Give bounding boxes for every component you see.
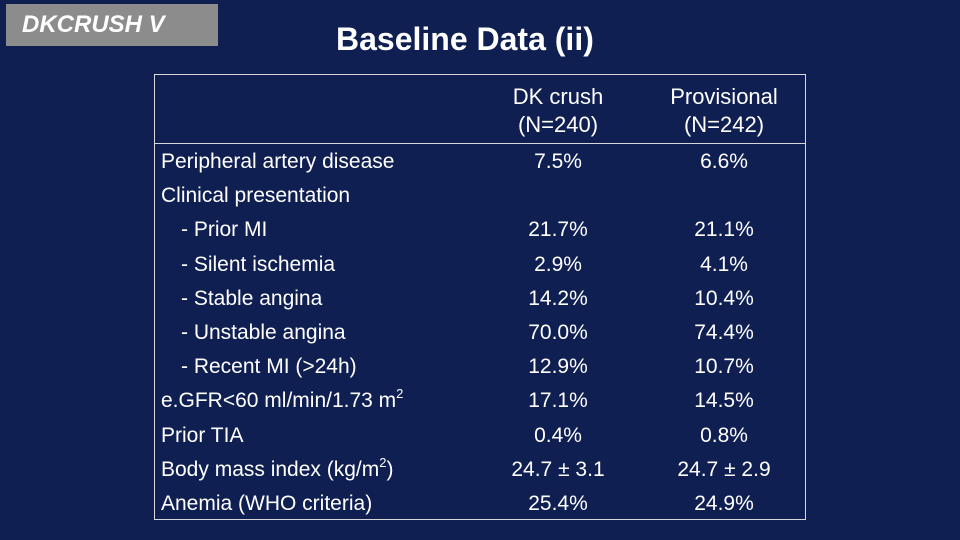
row-label: - Unstable angina	[181, 320, 346, 344]
row-label: Anemia (WHO criteria)	[161, 491, 373, 515]
dk-crush-value: 7.5%	[534, 150, 582, 173]
table-row: Anemia (WHO criteria) 25.4% 24.9%	[161, 487, 801, 521]
row-label: Body mass index (kg/m	[161, 457, 380, 481]
slide-title: Baseline Data (ii)	[336, 21, 594, 57]
row-label: - Stable angina	[181, 286, 323, 310]
column-header-dk-crush: DK crush (N=240)	[481, 83, 635, 139]
provisional-value: 14.5%	[694, 389, 754, 413]
table-row: Clinical presentation	[161, 179, 801, 213]
table-row: Peripheral artery disease 7.5% 6.6%	[161, 145, 801, 179]
dk-crush-value: 25.4%	[528, 491, 588, 515]
row-label: Prior TIA	[161, 423, 244, 447]
row-label: Clinical presentation	[161, 184, 351, 208]
header-divider	[155, 143, 805, 144]
table-row: - Unstable angina 70.0% 74.4%	[161, 316, 801, 350]
provisional-value: 10.7%	[694, 355, 754, 379]
column-header-count: (N=242)	[683, 112, 765, 137]
dk-crush-value: 14.2%	[528, 286, 588, 310]
baseline-table: DK crush (N=240) Provisional (N=242) Per…	[154, 74, 806, 520]
provisional-value: 10.4%	[694, 286, 754, 310]
superscript: 2	[379, 454, 387, 470]
dk-crush-value: 0.4%	[534, 423, 582, 447]
dk-crush-value: 12.9%	[528, 355, 588, 379]
dk-crush-value: 2.9%	[534, 252, 582, 276]
row-label: Peripheral artery disease	[161, 150, 395, 173]
provisional-value: 21.1%	[694, 218, 754, 242]
row-label-suffix: )	[386, 457, 394, 481]
table-row: Prior TIA 0.4% 0.8%	[161, 419, 801, 453]
dk-crush-value: 24.7 ± 3.1	[511, 457, 605, 481]
provisional-value: 24.7 ± 2.9	[677, 457, 771, 481]
provisional-value: 4.1%	[700, 252, 748, 276]
column-header-count: (N=240)	[517, 112, 599, 137]
table-row: - Recent MI (>24h) 12.9% 10.7%	[161, 350, 801, 384]
dk-crush-value: 21.7%	[528, 218, 588, 242]
table-row: e.GFR<60 ml/min/1.73 m2 17.1% 14.5%	[161, 384, 801, 418]
table-row: - Prior MI 21.7% 21.1%	[161, 213, 801, 247]
table-body: Peripheral artery disease 7.5% 6.6% Clin…	[161, 145, 801, 521]
study-tag: DKCRUSH V	[6, 4, 218, 46]
row-label: e.GFR<60 ml/min/1.73 m	[161, 389, 397, 413]
table-row: - Silent ischemia 2.9% 4.1%	[161, 248, 801, 282]
row-label-group: e.GFR<60 ml/min/1.73 m2	[161, 384, 403, 418]
column-header-provisional: Provisional (N=242)	[645, 83, 803, 139]
dk-crush-value: 70.0%	[528, 320, 588, 344]
provisional-value: 74.4%	[694, 320, 754, 344]
provisional-value: 0.8%	[700, 423, 748, 447]
row-label: - Prior MI	[181, 218, 268, 242]
row-label-group: Body mass index (kg/m2)	[161, 453, 393, 487]
column-header-name: DK crush	[512, 84, 604, 109]
row-label: - Recent MI (>24h)	[181, 355, 357, 379]
dk-crush-value: 17.1%	[528, 389, 588, 413]
table-row: Body mass index (kg/m2) 24.7 ± 3.1 24.7 …	[161, 453, 801, 487]
column-header-name: Provisional	[670, 84, 778, 109]
table-row: - Stable angina 14.2% 10.4%	[161, 282, 801, 316]
provisional-value: 24.9%	[694, 491, 754, 515]
provisional-value: 6.6%	[700, 150, 748, 173]
row-label: - Silent ischemia	[181, 252, 336, 276]
superscript: 2	[396, 386, 404, 402]
